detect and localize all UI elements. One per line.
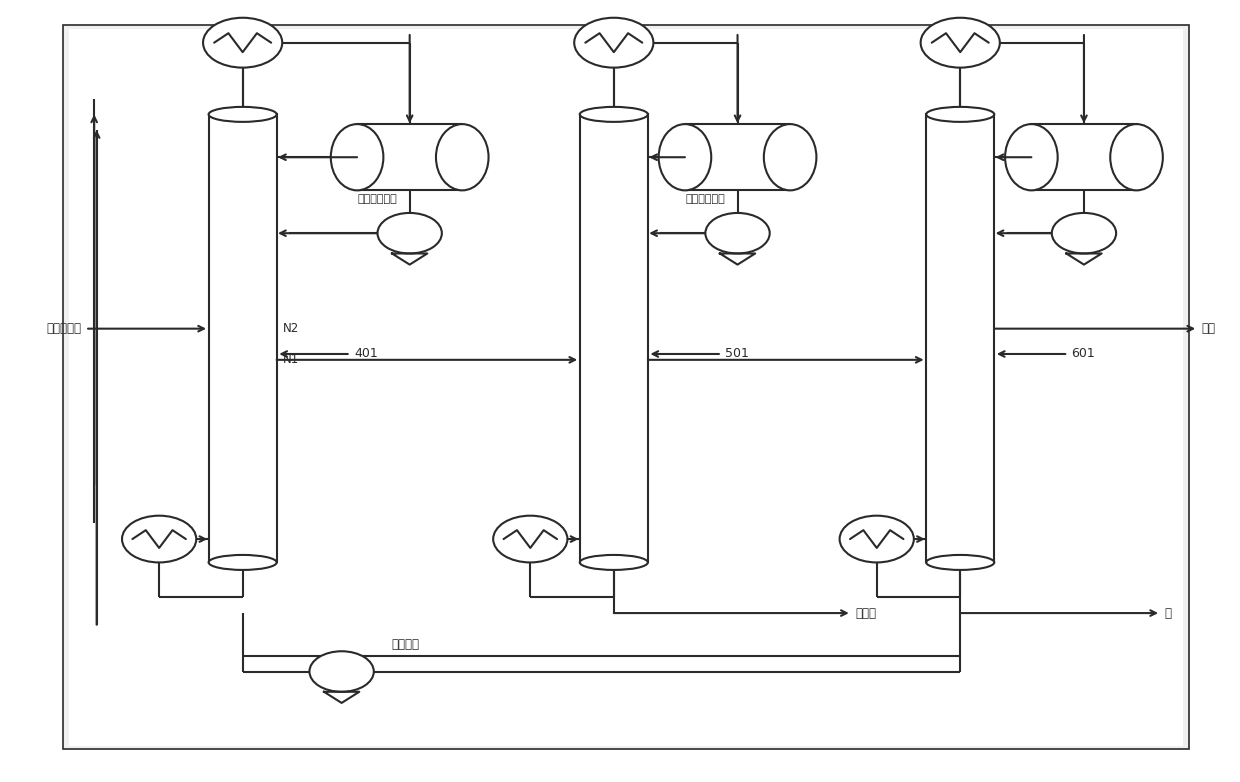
Ellipse shape (436, 124, 489, 190)
Circle shape (1052, 213, 1116, 253)
Ellipse shape (580, 555, 647, 570)
Ellipse shape (926, 107, 994, 122)
Circle shape (203, 18, 283, 67)
Ellipse shape (1110, 124, 1163, 190)
Circle shape (377, 213, 441, 253)
Ellipse shape (764, 124, 816, 190)
Ellipse shape (1006, 124, 1058, 190)
Ellipse shape (208, 107, 277, 122)
Text: N2: N2 (283, 322, 299, 335)
Text: 401: 401 (353, 347, 378, 361)
Ellipse shape (926, 555, 994, 570)
Text: 甲缩醒、甲醇: 甲缩醒、甲醇 (686, 194, 725, 204)
Ellipse shape (658, 124, 712, 190)
Circle shape (574, 18, 653, 67)
Text: 水、甲醇: 水、甲醇 (391, 638, 419, 651)
Text: 甲缩醒: 甲缩醒 (856, 607, 877, 619)
Text: 501: 501 (725, 347, 749, 361)
Bar (684, 124, 790, 190)
Bar (580, 114, 647, 562)
Bar (208, 114, 277, 562)
Circle shape (706, 213, 770, 253)
Circle shape (122, 515, 196, 562)
Ellipse shape (331, 124, 383, 190)
Bar (926, 114, 994, 562)
Text: 甲醇: 甲醇 (1202, 322, 1215, 335)
Bar (1032, 124, 1137, 190)
Circle shape (310, 651, 373, 692)
Text: 甲醒、甲醇: 甲醒、甲醇 (47, 322, 82, 335)
Text: 水: 水 (1164, 607, 1172, 619)
Ellipse shape (208, 555, 277, 570)
Bar (357, 124, 463, 190)
Text: 601: 601 (1071, 347, 1095, 361)
Text: N1: N1 (283, 353, 299, 366)
Circle shape (920, 18, 999, 67)
Circle shape (839, 515, 914, 562)
Circle shape (494, 515, 568, 562)
Ellipse shape (580, 107, 647, 122)
Text: 甲缩醒、甲醇: 甲缩醒、甲醇 (357, 194, 397, 204)
